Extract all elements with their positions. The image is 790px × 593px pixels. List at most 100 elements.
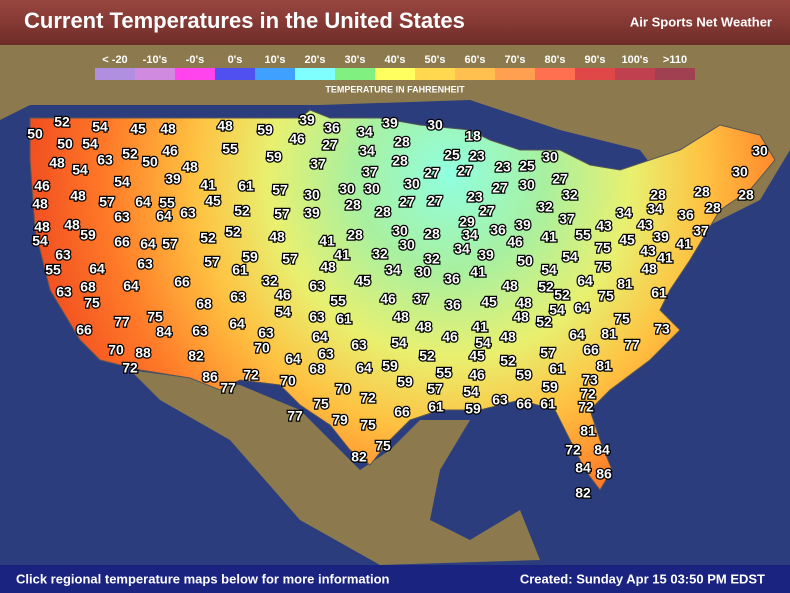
temperature: 39 (653, 229, 669, 245)
temperature: 59 (542, 379, 558, 395)
temperature: 64 (312, 329, 328, 345)
temperature: 43 (596, 218, 612, 234)
temperature: 45 (205, 193, 221, 209)
temperature: 48 (502, 278, 518, 294)
canada (0, 45, 790, 230)
temperature: 55 (575, 227, 591, 243)
temperature: 59 (266, 149, 282, 165)
temperature: 52 (536, 314, 552, 330)
temperature: 77 (624, 337, 640, 353)
temperature: 52 (419, 348, 435, 364)
temperature: 52 (54, 114, 70, 130)
temperature: 77 (287, 408, 303, 424)
temperature: 32 (537, 199, 553, 215)
temperature: 34 (357, 124, 373, 140)
temperature: 64 (135, 194, 151, 210)
temperature: 48 (182, 159, 198, 175)
temperature: 41 (334, 247, 350, 263)
temperature: 64 (140, 236, 156, 252)
temperature: 59 (382, 358, 398, 374)
temperature: 54 (549, 302, 565, 318)
temperature: 64 (123, 278, 139, 294)
legend-label: >110 (663, 54, 687, 66)
temperature: 46 (34, 178, 50, 194)
temperature: 57 (272, 182, 288, 198)
temperature: 75 (595, 240, 611, 256)
brand: Air Sports Net Weather (630, 14, 772, 29)
temperature: 36 (444, 271, 460, 287)
temperature: 63 (56, 284, 72, 300)
temperature: 52 (200, 230, 216, 246)
temperature: 39 (165, 171, 181, 187)
temperature: 45 (469, 348, 485, 364)
temperature: 34 (359, 143, 375, 159)
temperature: 46 (162, 143, 178, 159)
temperature: 81 (580, 423, 596, 439)
temperature: 46 (289, 131, 305, 147)
legend: < -20 -10's -0's 0's 10's 20's 30's 40's 50's 60'… (95, 54, 695, 80)
temperature: 54 (92, 119, 108, 135)
temperature: 28 (424, 226, 440, 242)
legend-label: 80's (545, 54, 566, 66)
temperature: 23 (469, 148, 485, 164)
temperature: 54 (275, 304, 291, 320)
temperature: 75 (360, 417, 376, 433)
temperature: 48 (416, 319, 432, 335)
legend-label: -10's (143, 54, 168, 66)
temperature: 64 (569, 327, 585, 343)
legend-swatch (415, 68, 455, 80)
temperature: 72 (243, 367, 259, 383)
temperature: 23 (495, 159, 511, 175)
temperature: 54 (562, 249, 578, 265)
temperature: 61 (651, 285, 667, 301)
temperature: 34 (616, 205, 632, 221)
legend-label: 20's (305, 54, 326, 66)
legend-label: 10's (265, 54, 286, 66)
temperature: 46 (469, 367, 485, 383)
temperature: 61 (238, 178, 254, 194)
header-bar (0, 0, 790, 45)
temperature: 48 (217, 118, 233, 134)
temperature: 73 (654, 321, 670, 337)
temperature: 63 (309, 278, 325, 294)
temperature: 27 (427, 193, 443, 209)
temperature: 75 (147, 309, 163, 325)
temperature: 61 (428, 399, 444, 415)
temperature: 28 (694, 184, 710, 200)
temperature: 29 (459, 214, 475, 230)
temperature: 50 (27, 126, 43, 142)
footer-note[interactable]: Click regional temperature maps below fo… (16, 571, 390, 586)
temperature: 41 (541, 229, 557, 245)
footer-bar (0, 565, 790, 593)
temperature: 50 (142, 154, 158, 170)
temperature: 63 (55, 247, 71, 263)
temperature: 63 (114, 209, 130, 225)
temperature: 28 (705, 200, 721, 216)
temperature: 64 (356, 360, 372, 376)
temperature: 57 (427, 381, 443, 397)
temperature: 46 (507, 234, 523, 250)
temperature: 48 (34, 219, 50, 235)
temperature: 28 (347, 227, 363, 243)
temperature: 39 (382, 115, 398, 131)
temperature: 84 (594, 442, 610, 458)
temperature: 48 (70, 188, 86, 204)
temperature: 32 (562, 187, 578, 203)
temperature: 72 (122, 360, 138, 376)
legend-swatch (295, 68, 335, 80)
legend-swatch (575, 68, 615, 80)
temperature: 55 (159, 195, 175, 211)
temperature: 64 (229, 316, 245, 332)
temperature: 54 (463, 384, 479, 400)
temperature: 52 (500, 353, 516, 369)
temperature: 39 (478, 247, 494, 263)
temperature: 50 (57, 136, 73, 152)
temperature: 63 (97, 152, 113, 168)
temperature: 70 (254, 340, 270, 356)
temperature: 37 (413, 291, 429, 307)
temperature: 30 (427, 117, 443, 133)
temperature: 52 (538, 279, 554, 295)
temperature: 54 (32, 233, 48, 249)
legend-label: -0's (186, 54, 205, 66)
